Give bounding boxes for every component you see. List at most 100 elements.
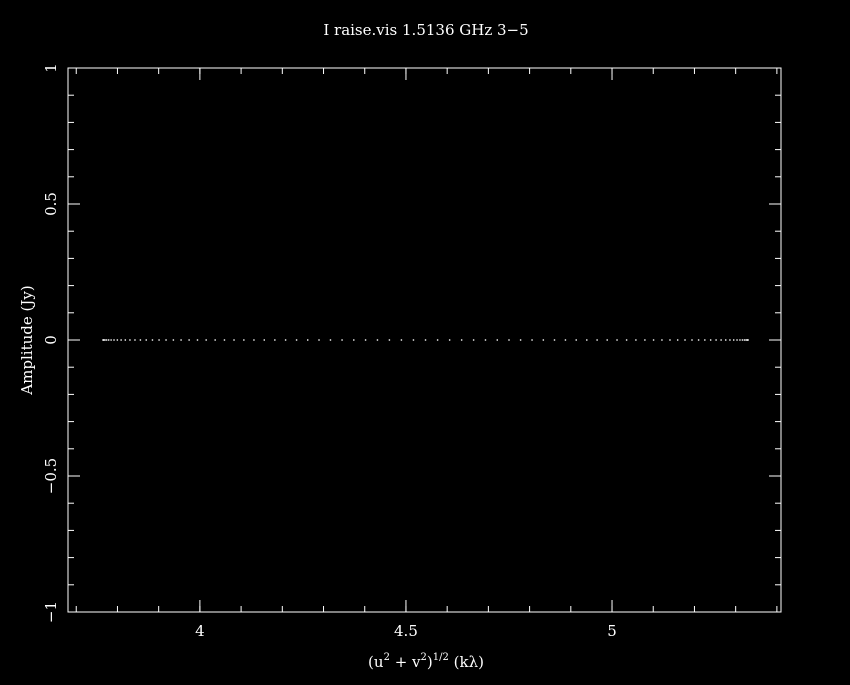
data-point xyxy=(472,339,475,341)
axis-ticks xyxy=(68,67,781,613)
x-label-sup2: 2 xyxy=(421,652,427,663)
data-point xyxy=(113,339,115,341)
data-point xyxy=(120,339,122,341)
data-point xyxy=(661,339,663,341)
data-point xyxy=(635,339,637,341)
data-point xyxy=(376,339,379,341)
x-tick-label: 4.5 xyxy=(394,622,418,640)
data-point xyxy=(747,339,749,341)
x-label-sup3: 1/2 xyxy=(433,652,449,663)
data-point xyxy=(743,339,746,341)
data-point xyxy=(129,339,131,341)
data-point xyxy=(388,339,391,341)
data-point xyxy=(139,339,142,341)
data-point xyxy=(460,339,463,341)
data-point xyxy=(733,339,735,341)
y-tick-label: 0 xyxy=(42,335,60,345)
y-tick-label: −0.5 xyxy=(42,458,60,494)
data-point xyxy=(180,339,182,341)
data-point xyxy=(110,339,112,341)
data-point xyxy=(736,339,738,341)
data-point xyxy=(625,339,628,341)
data-point xyxy=(253,339,255,341)
data-point xyxy=(353,339,355,341)
data-point xyxy=(145,339,147,341)
x-label-mid: + v xyxy=(390,653,421,671)
data-point xyxy=(214,339,216,341)
data-point xyxy=(644,339,646,341)
data-point xyxy=(531,339,533,341)
y-tick-label: −1 xyxy=(42,601,60,623)
data-point xyxy=(400,339,403,341)
data-point xyxy=(676,339,679,341)
x-label-unit: (kλ) xyxy=(449,653,484,671)
x-label-base: (u xyxy=(368,653,384,671)
data-point xyxy=(586,339,588,341)
data-point xyxy=(104,339,106,341)
y-tick-label: 1 xyxy=(42,63,60,73)
data-point xyxy=(704,339,706,341)
data-point xyxy=(103,339,105,341)
data-point xyxy=(165,339,167,341)
data-point xyxy=(739,339,741,341)
data-point xyxy=(553,339,556,341)
data-point xyxy=(564,339,567,341)
data-point xyxy=(542,339,545,341)
data-point xyxy=(205,339,207,341)
data-point xyxy=(318,339,320,341)
y-axis-label: Amplitude (Jy) xyxy=(18,285,36,395)
data-point xyxy=(223,339,226,341)
data-point xyxy=(295,339,298,341)
x-axis-label: (u2 + v2)1/2 (kλ) xyxy=(368,652,484,671)
data-point xyxy=(274,339,276,341)
x-label-close: ) xyxy=(427,653,433,671)
data-point xyxy=(684,339,686,341)
data-point xyxy=(709,339,712,341)
x-tick-label: 5 xyxy=(607,622,617,640)
chart-title: I raise.vis 1.5136 GHz 3−5 xyxy=(323,21,528,39)
x-label-sup1: 2 xyxy=(384,652,390,663)
data-point xyxy=(669,339,671,341)
data-point xyxy=(596,339,598,341)
data-point xyxy=(134,339,136,341)
data-point xyxy=(720,339,722,341)
data-point xyxy=(158,339,160,341)
data-point xyxy=(243,339,245,341)
data-point xyxy=(263,339,265,341)
data-point xyxy=(508,339,510,341)
data-point xyxy=(151,339,154,341)
data-point xyxy=(616,339,618,341)
data-point xyxy=(448,339,451,341)
x-tick-labels: 4 4.5 5 xyxy=(195,622,617,640)
data-point xyxy=(484,339,487,341)
data-point xyxy=(691,339,693,341)
data-point xyxy=(341,339,343,341)
data-point xyxy=(652,339,655,341)
data-point xyxy=(172,339,175,341)
data-point xyxy=(116,339,119,341)
data-point xyxy=(745,339,747,341)
plot-frame xyxy=(67,67,782,613)
data-point xyxy=(364,339,367,341)
data-point xyxy=(124,339,127,341)
data-point xyxy=(329,339,332,341)
data-point xyxy=(196,339,199,341)
data-point xyxy=(233,339,235,341)
data-point xyxy=(741,339,744,341)
data-point xyxy=(412,339,415,341)
data-point xyxy=(697,339,700,341)
data-point xyxy=(105,339,108,341)
y-tick-labels: −1 −0.5 0 0.5 1 xyxy=(42,63,60,623)
x-tick-label: 4 xyxy=(195,622,205,640)
data-point xyxy=(725,339,727,341)
y-tick-label: 0.5 xyxy=(42,192,60,216)
data-point xyxy=(729,339,731,341)
data-point xyxy=(575,339,577,341)
data-point xyxy=(496,339,498,341)
data-point xyxy=(606,339,608,341)
data-points xyxy=(102,339,749,341)
data-point xyxy=(284,339,287,341)
data-point xyxy=(107,339,110,341)
data-point xyxy=(307,339,309,341)
